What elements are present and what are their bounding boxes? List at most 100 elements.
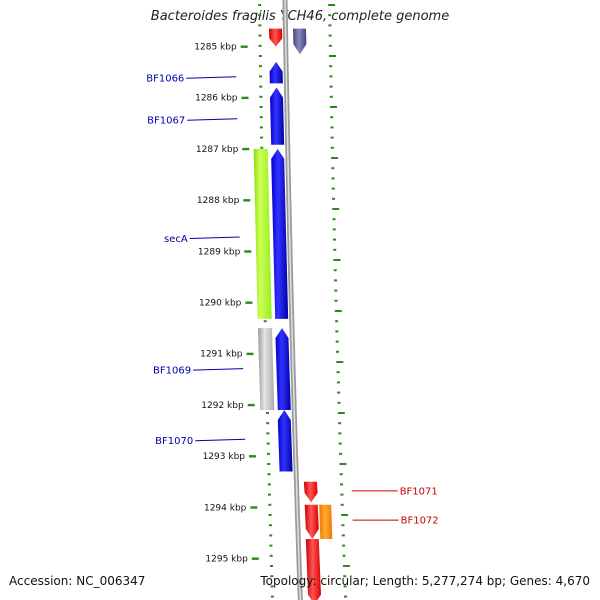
outer-scale-dot bbox=[330, 126, 334, 129]
inner-scale-dot bbox=[269, 554, 273, 557]
outer-scale-dot bbox=[339, 473, 343, 476]
ruler-tick bbox=[242, 147, 250, 151]
feature-BF1069 bbox=[275, 328, 291, 410]
outer-scale-dot bbox=[339, 463, 347, 465]
gene-label-BF1067[interactable]: BF1067 bbox=[147, 116, 185, 127]
outer-scale-dot bbox=[330, 106, 337, 108]
outer-scale-dot bbox=[328, 34, 332, 37]
inner-scale-dot bbox=[268, 493, 271, 496]
outer-scale-dot bbox=[339, 452, 343, 455]
outer-scale-dot bbox=[333, 269, 337, 272]
outer-scale-dot bbox=[343, 585, 347, 588]
outer-scale-dot bbox=[329, 65, 333, 68]
inner-scale-dot bbox=[258, 34, 262, 37]
outer-scale-dot bbox=[341, 514, 349, 516]
ruler-tick bbox=[244, 250, 252, 253]
outer-scale-dot bbox=[336, 381, 340, 384]
inner-scale-dot bbox=[259, 106, 263, 108]
inner-scale-dot bbox=[266, 442, 270, 445]
inner-scale-dot bbox=[269, 534, 273, 537]
outer-scale-dot bbox=[334, 289, 338, 292]
scale-dots-layer bbox=[258, 4, 350, 598]
ruler-tick-label: 1294 kbp bbox=[204, 503, 247, 513]
outer-scale-dot bbox=[333, 238, 336, 241]
outer-scale-dot bbox=[342, 544, 346, 547]
gene-label-BF1072[interactable]: BF1072 bbox=[401, 516, 439, 527]
map-title: Bacteroides fragilis YCH46, complete gen… bbox=[150, 9, 450, 24]
ruler-tick-label: 1285 kbp bbox=[194, 43, 237, 53]
backbone-layer bbox=[282, 0, 303, 600]
ruler-tick-label: 1295 kbp bbox=[205, 555, 248, 565]
outer-scale-dot bbox=[344, 595, 347, 598]
feature-secA bbox=[271, 148, 289, 319]
outer-scale-dot bbox=[329, 75, 333, 78]
feature-bottom-red bbox=[305, 539, 321, 600]
outer-scale-dot bbox=[335, 320, 339, 323]
label-leader-line bbox=[189, 236, 240, 239]
ruler-tick bbox=[250, 506, 258, 509]
outer-scale-dot bbox=[329, 95, 333, 98]
inner-scale-dot bbox=[266, 432, 270, 435]
inner-scale-dot bbox=[258, 44, 262, 47]
inner-scale-dot bbox=[258, 65, 262, 68]
gene-label-BF1071[interactable]: BF1071 bbox=[400, 486, 438, 497]
ruler-tick-label: 1286 kbp bbox=[195, 94, 238, 104]
outer-scale-dot bbox=[337, 391, 341, 394]
inner-scale-dot bbox=[258, 55, 262, 57]
outer-scale-dot bbox=[341, 534, 345, 537]
outer-scale-dot bbox=[341, 524, 345, 527]
inner-scale-dot bbox=[270, 575, 274, 578]
feature-BF1072 bbox=[304, 504, 319, 539]
inner-scale-dot bbox=[268, 514, 272, 516]
feature-green-feature bbox=[253, 148, 272, 319]
inner-scale-dot bbox=[268, 503, 272, 506]
gene-label-BF1070[interactable]: BF1070 bbox=[155, 436, 193, 447]
feature-BF1070 bbox=[277, 410, 293, 472]
outer-scale-dot bbox=[336, 371, 340, 374]
outer-scale-dot bbox=[334, 310, 342, 312]
gene-label-BF1069[interactable]: BF1069 bbox=[153, 366, 191, 377]
ruler-tick bbox=[249, 455, 256, 458]
ruler-tick-label: 1290 kbp bbox=[199, 299, 242, 309]
outer-scale-dot bbox=[334, 279, 337, 282]
inner-scale-dot bbox=[267, 463, 271, 465]
inner-scale-dot bbox=[265, 412, 269, 414]
label-leader-line bbox=[186, 76, 237, 79]
inner-scale-dot bbox=[269, 544, 273, 547]
ruler-tick-label: 1288 kbp bbox=[197, 196, 240, 206]
outer-scale-dot bbox=[338, 432, 342, 435]
inner-scale-dot bbox=[259, 95, 263, 98]
outer-scale-dot bbox=[343, 575, 347, 578]
outer-scale-dot bbox=[328, 4, 336, 6]
ruler-layer: 1285 kbp 1286 kbp 1287 kbp 1288 kbp 1289 kbp… bbox=[194, 43, 259, 565]
outer-scale-dot bbox=[338, 422, 342, 425]
outer-scale-dot bbox=[332, 197, 335, 200]
outer-scale-dot bbox=[331, 177, 335, 180]
inner-scale-dot bbox=[259, 126, 263, 129]
inner-scale-dot bbox=[270, 595, 274, 598]
ruler-tick bbox=[240, 45, 248, 48]
ruler-tick-label: 1291 kbp bbox=[200, 350, 243, 360]
inner-scale-dot bbox=[270, 565, 273, 567]
feature-BF1066 bbox=[269, 61, 283, 84]
labels-layer: BF1066 BF1067 secA BF1069 BF1070 BF1071 BF1072 bbox=[146, 74, 438, 527]
inner-scale-dot bbox=[259, 75, 263, 78]
inner-scale-dot bbox=[259, 85, 263, 88]
genome-summary-text: Topology: circular; Length: 5,277,274 bp… bbox=[260, 574, 590, 588]
inner-scale-dot bbox=[266, 452, 270, 455]
gene-label-BF1066[interactable]: BF1066 bbox=[146, 74, 184, 85]
outer-scale-dot bbox=[335, 340, 339, 343]
ruler-tick-label: 1293 kbp bbox=[203, 452, 246, 462]
outer-scale-dot bbox=[332, 218, 336, 221]
outer-scale-dot bbox=[328, 14, 332, 17]
gene-label-secA[interactable]: secA bbox=[164, 234, 188, 245]
outer-scale-dot bbox=[337, 412, 345, 414]
inner-scale-dot bbox=[266, 422, 270, 425]
inner-scale-dot bbox=[268, 524, 272, 527]
outer-scale-dot bbox=[333, 259, 341, 261]
ruler-tick-label: 1287 kbp bbox=[196, 145, 239, 155]
ruler-tick-label: 1292 kbp bbox=[201, 401, 244, 411]
ruler-tick bbox=[243, 199, 251, 202]
outer-scale-dot bbox=[331, 157, 339, 159]
outer-scale-dot bbox=[342, 554, 346, 557]
